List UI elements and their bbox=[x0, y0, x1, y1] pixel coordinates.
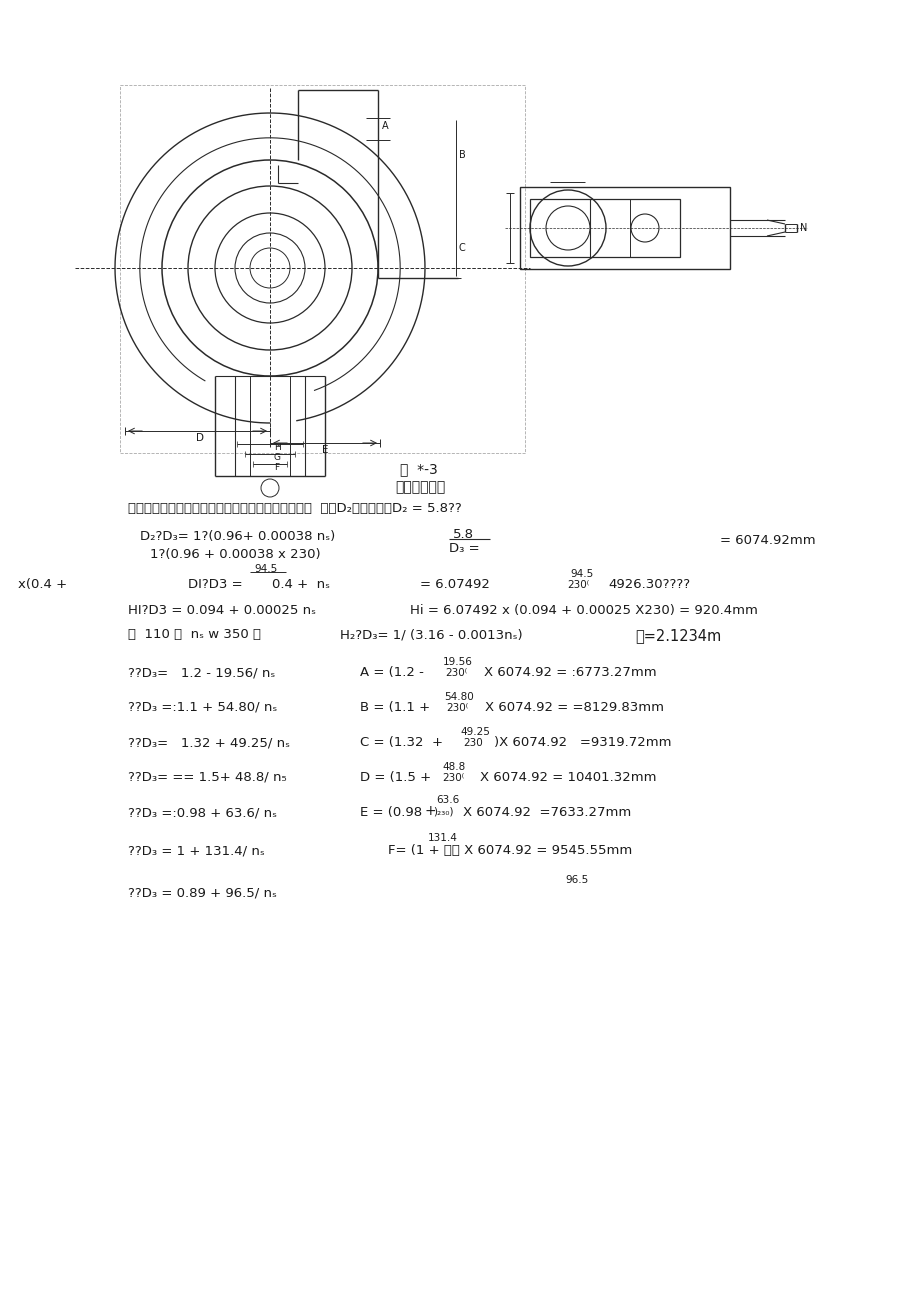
Text: 131.4: 131.4 bbox=[427, 833, 458, 843]
Text: 48.8: 48.8 bbox=[441, 762, 465, 771]
Text: 230: 230 bbox=[462, 737, 482, 748]
Text: Hi = 6.07492 x (0.094 + 0.00025 X230) = 920.4mm: Hi = 6.07492 x (0.094 + 0.00025 X230) = … bbox=[410, 605, 757, 618]
Text: 94.5: 94.5 bbox=[254, 564, 277, 575]
Text: = 6074.92mm: = 6074.92mm bbox=[720, 534, 815, 547]
Text: D = (1.5 +: D = (1.5 + bbox=[359, 771, 431, 784]
Text: 1?(0.96 + 0.00038 x 230): 1?(0.96 + 0.00038 x 230) bbox=[150, 549, 321, 562]
Text: 蜗壳控制尺寸: 蜗壳控制尺寸 bbox=[394, 480, 445, 494]
Text: X 6074.92 = 10401.32mm: X 6074.92 = 10401.32mm bbox=[480, 771, 656, 784]
Text: G: G bbox=[274, 452, 280, 461]
Text: ??D₃=   1.2 - 19.56/ nₛ: ??D₃= 1.2 - 19.56/ nₛ bbox=[128, 666, 275, 679]
Bar bbox=[519, 188, 729, 268]
Text: N: N bbox=[800, 223, 807, 233]
Bar bbox=[119, 85, 525, 453]
Text: 63.6: 63.6 bbox=[436, 795, 459, 805]
Text: C: C bbox=[459, 242, 465, 253]
Text: ??D₃=   1.32 + 49.25/ nₛ: ??D₃= 1.32 + 49.25/ nₛ bbox=[128, 736, 289, 749]
Text: ??D₃ = 1 + 131.4/ nₛ: ??D₃ = 1 + 131.4/ nₛ bbox=[128, 844, 265, 857]
Text: A: A bbox=[381, 121, 388, 132]
Text: +: + bbox=[425, 804, 437, 818]
Text: D: D bbox=[196, 433, 204, 443]
Text: H₂?D₃= 1/ (3.16 - 0.0013nₛ): H₂?D₃= 1/ (3.16 - 0.0013nₛ) bbox=[340, 628, 522, 641]
Text: ??D₃ =:1.1 + 54.80/ nₛ: ??D₃ =:1.1 + 54.80/ nₛ bbox=[128, 701, 277, 714]
Text: x(0.4 +: x(0.4 + bbox=[18, 579, 67, 592]
Text: B: B bbox=[459, 150, 465, 160]
Text: X 6074.92  =7633.27mm: X 6074.92 =7633.27mm bbox=[462, 807, 630, 820]
Text: = 6.07492: = 6.07492 bbox=[420, 579, 489, 592]
Text: X 6074.92 = :6773.27mm: X 6074.92 = :6773.27mm bbox=[483, 666, 656, 679]
Text: ??D₃ = 0.89 + 96.5/ nₛ: ??D₃ = 0.89 + 96.5/ nₛ bbox=[128, 886, 277, 899]
Text: )₂₃₀): )₂₃₀) bbox=[433, 807, 453, 817]
Text: H: H bbox=[274, 443, 280, 452]
Text: C = (1.32  +: C = (1.32 + bbox=[359, 736, 443, 749]
Text: 230⁽: 230⁽ bbox=[566, 580, 588, 590]
Text: 230⁽: 230⁽ bbox=[446, 704, 468, 713]
Text: 出=2.1234m: 出=2.1234m bbox=[634, 628, 720, 642]
Text: 19.56: 19.56 bbox=[443, 657, 472, 667]
Text: 230⁽: 230⁽ bbox=[445, 668, 467, 678]
Text: 96.5: 96.5 bbox=[564, 876, 587, 885]
Text: 94.5: 94.5 bbox=[570, 569, 593, 579]
Bar bbox=[529, 199, 679, 257]
Text: ??D₃= == 1.5+ 48.8/ n₅: ??D₃= == 1.5+ 48.8/ n₅ bbox=[128, 771, 287, 784]
Text: F= (1 + 切） X 6074.92 = 9545.55mm: F= (1 + 切） X 6074.92 = 9545.55mm bbox=[388, 844, 631, 857]
Text: 图  *-3: 图 *-3 bbox=[400, 463, 437, 476]
Text: DI?D3 =: DI?D3 = bbox=[187, 579, 243, 592]
Text: B = (1.1 +: B = (1.1 + bbox=[359, 701, 430, 714]
Text: X 6074.92 = =8129.83mm: X 6074.92 = =8129.83mm bbox=[484, 701, 664, 714]
Text: )X 6074.92   =9319.72mm: )X 6074.92 =9319.72mm bbox=[494, 736, 671, 749]
Text: 230⁽: 230⁽ bbox=[441, 773, 464, 783]
Text: E: E bbox=[322, 446, 328, 455]
Text: E = (0.98: E = (0.98 bbox=[359, 807, 422, 820]
Text: 5.8: 5.8 bbox=[452, 528, 473, 541]
Text: D₃ =: D₃ = bbox=[448, 542, 479, 555]
Text: D₂?D₃= 1?(0.96+ 0.00038 nₛ): D₂?D₃= 1?(0.96+ 0.00038 nₛ) bbox=[140, 530, 335, 543]
Text: 0.4 +  nₛ: 0.4 + nₛ bbox=[272, 579, 330, 592]
Text: 蜗壳层尺寸由混流式水轮机控制尺寸计算公式查得：  这里D₂为转轮直径D₂ = 5.8??: 蜗壳层尺寸由混流式水轮机控制尺寸计算公式查得： 这里D₂为转轮直径D₂ = 5.… bbox=[128, 502, 461, 515]
Text: 49.25: 49.25 bbox=[460, 727, 489, 737]
Text: HI?D3 = 0.094 + 0.00025 nₛ: HI?D3 = 0.094 + 0.00025 nₛ bbox=[128, 605, 315, 618]
Text: 54.80: 54.80 bbox=[444, 692, 473, 702]
Text: ??D₃ =:0.98 + 63.6/ nₛ: ??D₃ =:0.98 + 63.6/ nₛ bbox=[128, 807, 277, 820]
Text: 当  110 ＜  nₛ w 350 时: 当 110 ＜ nₛ w 350 时 bbox=[128, 628, 261, 641]
Text: F: F bbox=[274, 463, 278, 472]
Text: A = (1.2 -: A = (1.2 - bbox=[359, 666, 424, 679]
Text: 4926.30????: 4926.30???? bbox=[607, 579, 689, 592]
